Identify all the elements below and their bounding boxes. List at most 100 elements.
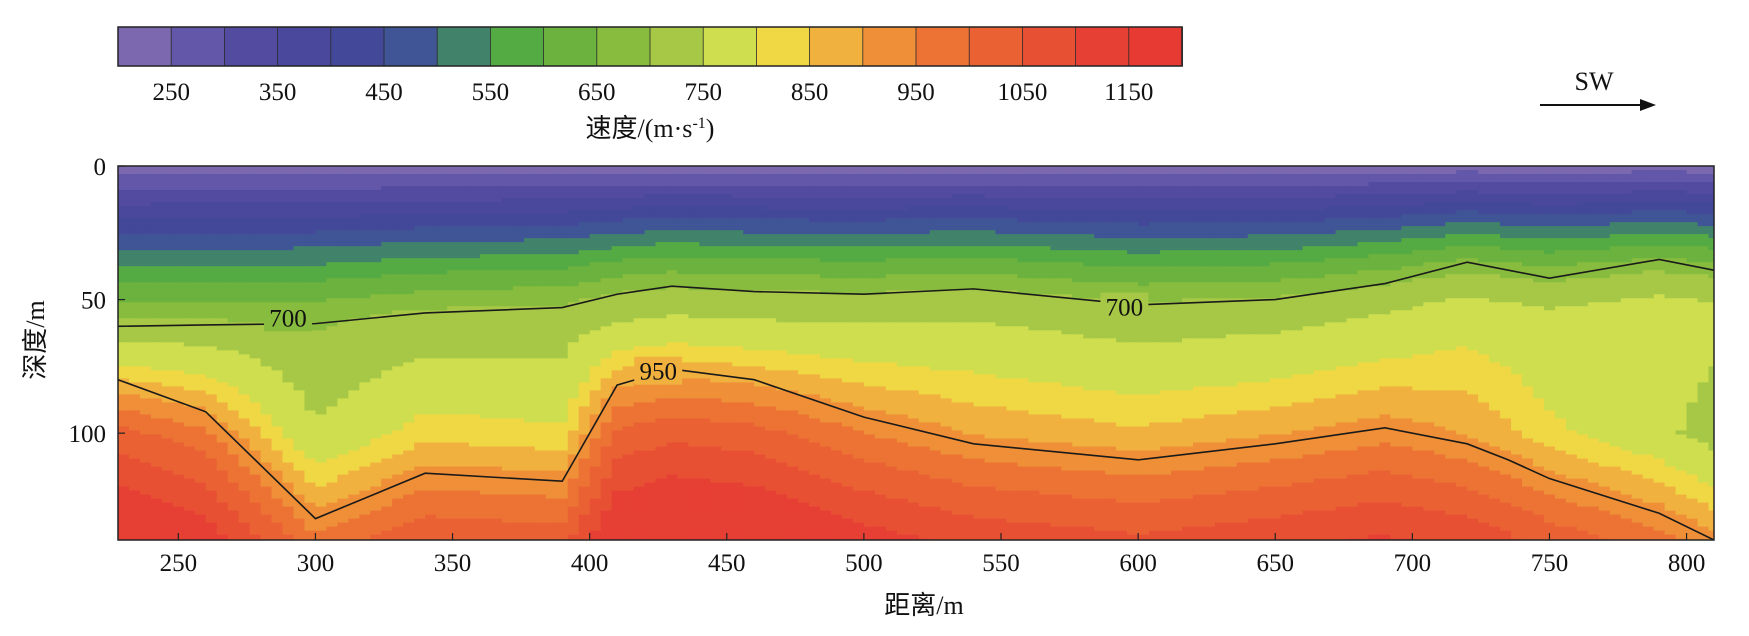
- velocity-cell: [315, 466, 328, 472]
- velocity-cell: [414, 254, 426, 259]
- velocity-cell: [161, 534, 174, 540]
- velocity-cell: [249, 170, 262, 175]
- velocity-cell: [282, 398, 295, 404]
- velocity-cell: [216, 222, 229, 227]
- velocity-cell: [490, 210, 503, 215]
- velocity-cell: [194, 238, 207, 243]
- velocity-cell: [150, 434, 163, 440]
- velocity-cell: [260, 286, 273, 291]
- velocity-cell: [183, 534, 196, 540]
- velocity-cell: [403, 342, 415, 347]
- velocity-cell: [600, 498, 613, 504]
- velocity-cell: [425, 406, 437, 412]
- velocity-cell: [238, 482, 251, 488]
- velocity-cell: [523, 398, 536, 404]
- velocity-cell: [578, 342, 591, 347]
- velocity-cell: [227, 174, 240, 179]
- velocity-cell: [567, 374, 580, 379]
- velocity-cell: [238, 434, 251, 440]
- velocity-cell: [139, 410, 152, 416]
- velocity-cell: [271, 186, 284, 191]
- velocity-cell: [282, 470, 295, 476]
- velocity-cell: [633, 198, 646, 203]
- velocity-cell: [633, 418, 646, 424]
- velocity-cell: [578, 254, 591, 259]
- velocity-cell: [403, 314, 415, 319]
- velocity-cell: [118, 310, 130, 315]
- velocity-cell: [414, 230, 426, 235]
- velocity-cell: [183, 526, 196, 532]
- velocity-cell: [293, 170, 306, 175]
- velocity-cell: [666, 526, 679, 532]
- velocity-cell: [556, 494, 569, 500]
- velocity-cell: [183, 498, 196, 504]
- colorbar-cell: [489, 26, 545, 67]
- velocity-cell: [600, 522, 613, 528]
- velocity-cell: [425, 170, 437, 175]
- velocity-cell: [118, 374, 130, 379]
- velocity-cell: [622, 386, 635, 391]
- velocity-cell: [688, 242, 700, 247]
- velocity-cell: [337, 170, 349, 175]
- velocity-cell: [545, 290, 558, 295]
- velocity-cell: [578, 306, 591, 311]
- velocity-cell: [436, 478, 448, 484]
- velocity-cell: [128, 450, 141, 456]
- velocity-cell: [139, 478, 152, 484]
- velocity-cell: [172, 166, 185, 171]
- velocity-cell: [161, 206, 174, 211]
- velocity-cell: [414, 510, 426, 516]
- velocity-cell: [611, 242, 624, 247]
- velocity-cell: [227, 482, 240, 488]
- velocity-cell: [469, 182, 481, 187]
- velocity-cell: [458, 502, 470, 508]
- velocity-cell: [425, 218, 437, 223]
- velocity-cell: [436, 462, 448, 468]
- velocity-cell: [633, 430, 646, 436]
- velocity-cell: [260, 430, 273, 436]
- velocity-cell: [425, 182, 437, 187]
- velocity-cell: [227, 258, 240, 263]
- velocity-cell: [315, 322, 328, 327]
- velocity-cell: [260, 346, 273, 351]
- colorbar-cell: [1075, 26, 1130, 67]
- velocity-cell: [469, 338, 481, 343]
- velocity-cell: [633, 310, 646, 315]
- velocity-cell: [249, 338, 262, 343]
- velocity-cell: [326, 298, 338, 303]
- velocity-cell: [227, 402, 240, 408]
- velocity-cell: [436, 254, 448, 259]
- velocity-cell: [458, 214, 470, 219]
- velocity-cell: [512, 170, 525, 175]
- velocity-cell: [567, 182, 580, 187]
- velocity-cell: [172, 366, 185, 371]
- velocity-cell: [150, 306, 163, 311]
- velocity-cell: [183, 362, 196, 367]
- velocity-cell: [688, 246, 700, 251]
- velocity-cell: [611, 478, 624, 484]
- velocity-cell: [677, 190, 689, 195]
- velocity-cell: [282, 286, 295, 291]
- velocity-cell: [161, 182, 174, 187]
- velocity-cell: [469, 494, 481, 500]
- velocity-cell: [161, 322, 174, 327]
- velocity-cell: [194, 434, 207, 440]
- velocity-cell: [392, 466, 404, 472]
- velocity-cell: [490, 462, 503, 468]
- velocity-cell: [490, 522, 503, 528]
- velocity-cell: [622, 410, 635, 416]
- velocity-cell: [118, 174, 130, 179]
- velocity-cell: [139, 174, 152, 179]
- velocity-cell: [666, 462, 679, 468]
- velocity-cell: [644, 518, 657, 524]
- velocity-cell: [238, 194, 251, 199]
- velocity-cell: [216, 534, 229, 540]
- velocity-cell: [227, 186, 240, 191]
- velocity-cell: [644, 302, 657, 307]
- velocity-cell: [337, 246, 349, 251]
- velocity-cell: [414, 174, 426, 179]
- velocity-cell: [567, 470, 580, 476]
- velocity-cell: [238, 166, 251, 171]
- velocity-cell: [644, 490, 657, 496]
- velocity-cell: [567, 394, 580, 400]
